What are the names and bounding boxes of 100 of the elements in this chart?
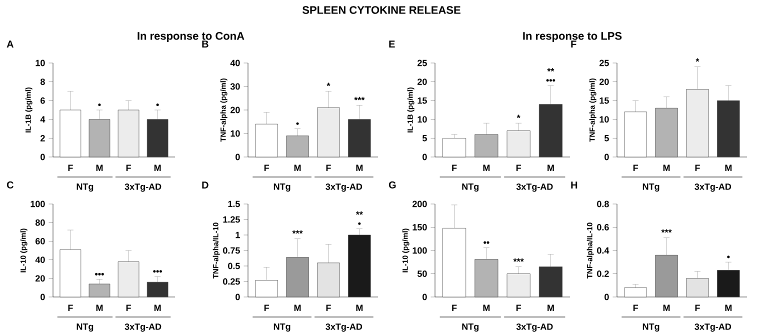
bar	[118, 261, 140, 298]
data-label: •	[98, 104, 101, 106]
chart-title: B	[202, 40, 208, 48]
text: 3xTg-AD	[516, 324, 553, 332]
data-label: •	[156, 104, 159, 106]
bar	[442, 228, 466, 298]
text: NTg	[76, 324, 94, 332]
x-tick-label: M	[663, 164, 670, 171]
y-tick-label: 0	[236, 294, 240, 300]
x-tick-label: F	[264, 304, 270, 311]
x-tick-label: F	[68, 304, 73, 311]
y-tick-label: 0	[236, 154, 240, 160]
text: NTg	[642, 184, 660, 192]
text: 3xTg-AD	[694, 324, 732, 332]
y-tick-label: 20	[418, 78, 427, 85]
text: 3xTg-AD	[124, 184, 162, 192]
y-tick-label: 5	[422, 135, 427, 142]
x-tick-label: M	[548, 304, 554, 311]
x-tick-label: F	[516, 164, 521, 171]
bar	[442, 138, 466, 158]
x-tick-label: M	[154, 164, 161, 171]
y-tick-label: 20	[36, 275, 45, 282]
y-tick-label: 100	[412, 247, 427, 254]
data-label: ** •••	[546, 68, 556, 82]
data-label: ** •	[356, 211, 363, 225]
y-tick-label: 0	[422, 294, 427, 300]
data-label: ***	[354, 96, 365, 100]
chart-title: C	[6, 181, 14, 188]
x-tick-label: M	[725, 164, 732, 171]
data-label: •	[296, 122, 299, 125]
bar	[348, 119, 371, 158]
x-tick-label: M	[96, 304, 103, 311]
chart-title: D	[202, 182, 208, 188]
bar	[474, 259, 498, 298]
y-tick-label: 4	[40, 116, 46, 122]
y-tick-label: 10	[36, 60, 45, 66]
text: 3xTg-AD	[694, 184, 732, 192]
bar	[146, 282, 168, 298]
y-tick-label: 0	[604, 154, 609, 160]
data-label: ***	[513, 258, 524, 262]
x-tick-label: M	[294, 304, 301, 311]
y-tick-label: 25	[418, 60, 427, 66]
y-tick-label: 10	[418, 116, 427, 123]
y-tick-label: 0	[604, 294, 609, 300]
y-tick-label: 30	[230, 83, 240, 90]
bar	[286, 136, 309, 158]
bar	[255, 280, 278, 298]
data-label: *	[516, 114, 520, 118]
bar	[88, 284, 110, 298]
text: In response to LPS	[523, 32, 622, 42]
x-tick-label: M	[96, 164, 103, 171]
y-tick-label: 0	[422, 154, 427, 160]
data-label: *	[326, 82, 330, 86]
bar	[655, 108, 678, 158]
y-tick-label: 40	[230, 60, 240, 66]
data-label: *	[696, 58, 700, 62]
x-tick-label: F	[126, 164, 131, 171]
bar	[538, 104, 562, 158]
bar	[717, 270, 740, 298]
y-tick-label: 20	[230, 106, 240, 114]
x-tick-label: M	[483, 164, 490, 171]
data-label: ***	[292, 230, 303, 234]
bar	[317, 262, 340, 298]
x-tick-label: M	[356, 304, 363, 311]
x-tick-label: F	[326, 304, 331, 311]
x-tick-label: F	[516, 304, 521, 311]
text: 3xTg-AD	[516, 184, 553, 192]
chart-title: G	[388, 181, 396, 188]
x-tick-label: F	[452, 164, 457, 171]
text: In response to ConA	[138, 32, 244, 42]
bar	[686, 278, 709, 298]
x-tick-label: M	[154, 304, 161, 311]
y-tick-label: 0.6	[597, 224, 609, 230]
x-tick-label: F	[68, 164, 73, 171]
text: NTg	[76, 184, 94, 192]
data-label: •	[727, 256, 730, 258]
chart-title: H	[571, 182, 578, 188]
y-tick-label: 0.2	[597, 270, 609, 277]
x-tick-label: M	[663, 304, 670, 311]
y-tick-label: 0	[40, 294, 45, 300]
y-tick-label: 100	[30, 200, 45, 208]
data-label: ••	[484, 241, 490, 244]
y-tick-label: 5	[604, 135, 609, 142]
bar	[317, 107, 340, 158]
y-tick-label: 1.5	[228, 200, 240, 208]
y-tick-label: 0.8	[597, 200, 609, 208]
chart-title: E	[389, 40, 395, 48]
y-tick-label: 50	[417, 270, 427, 277]
x-tick-label: F	[452, 304, 457, 311]
chart-title: A	[6, 40, 14, 48]
bar	[60, 249, 82, 298]
bar	[538, 266, 562, 298]
y-tick-label: 200	[412, 200, 427, 208]
y-tick-label: 40	[35, 256, 45, 263]
bar	[506, 130, 530, 158]
y-tick-label: 0.75	[223, 247, 240, 254]
y-tick-label: 0	[40, 154, 45, 160]
y-tick-label: 150	[412, 224, 427, 230]
text: NTg	[462, 184, 478, 192]
text: NTg	[274, 324, 290, 332]
